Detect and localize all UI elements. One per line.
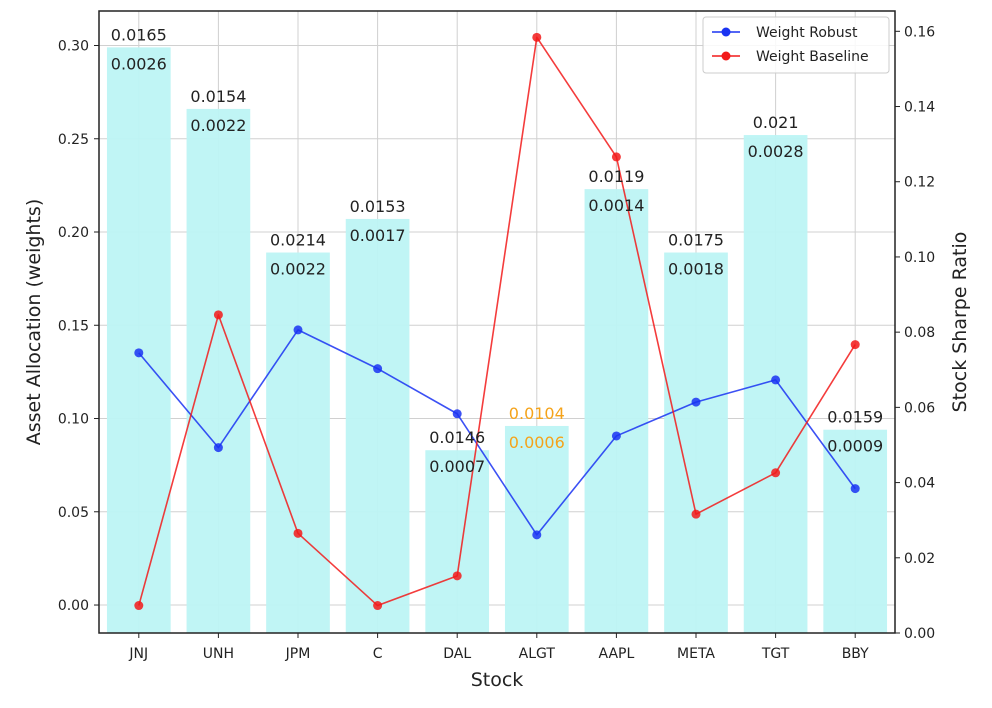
y-left-tick-label: 0.05: [58, 505, 89, 521]
marker-weight-robust: [373, 364, 383, 374]
y-left-tick-label: 0.20: [58, 225, 89, 241]
bar-label-top: 0.0214: [270, 231, 326, 250]
bar-label-bottom: 0.0028: [748, 142, 804, 161]
bar-label-top: 0.0146: [429, 428, 485, 447]
bar-label-bottom: 0.0022: [190, 116, 246, 135]
bar-dal: [425, 450, 490, 633]
marker-weight-robust: [293, 325, 303, 335]
y-left-tick-label: 0.15: [58, 318, 89, 334]
bar-label-bottom: 0.0017: [350, 226, 406, 245]
bar-label-top: 0.0154: [190, 87, 246, 106]
bars: [106, 47, 888, 634]
axis-ticks: JNJ UNH JPM C DAL ALGT AAPL META TGT BBY 0.00 0.05 0…: [58, 24, 935, 662]
marker-weight-baseline: [771, 468, 781, 478]
plot-frame: [98, 10, 896, 634]
legend-baseline-label: Weight Baseline: [756, 49, 869, 65]
x-tick-label: BBY: [842, 646, 869, 662]
y-right-tick-label: 0.06: [904, 400, 935, 416]
x-tick-label: TGT: [761, 646, 790, 662]
legend-robust-label: Weight Robust: [756, 25, 858, 41]
bar-label-top: 0.0104: [509, 404, 565, 423]
bar-label-top: 0.0175: [668, 231, 724, 250]
line-weight-robust: [138, 329, 856, 536]
marker-weight-robust: [134, 348, 144, 358]
marker-weight-baseline: [532, 32, 542, 42]
bar-aapl: [584, 189, 649, 633]
marker-weight-robust: [611, 431, 621, 441]
bar-label-bottom: 0.0009: [827, 437, 883, 456]
marker-weight-robust: [213, 443, 223, 453]
bar-unh: [186, 108, 251, 634]
bar-label-bottom: 0.0026: [111, 54, 167, 73]
marker-weight-robust: [850, 484, 860, 494]
bar-jpm: [266, 252, 330, 633]
bar-label-bottom: 0.0006: [509, 433, 565, 452]
marker-weight-robust: [691, 397, 701, 407]
series-lines: [134, 32, 860, 611]
bar-label-top: 0.0159: [827, 408, 883, 427]
y-right-tick-label: 0.00: [904, 626, 935, 642]
bar-bby: [823, 429, 888, 633]
bar-jnj: [106, 47, 171, 633]
y-left-tick-label: 0.00: [58, 598, 89, 614]
y-right-tick-label: 0.08: [904, 325, 935, 341]
bar-label-top: 0.021: [753, 113, 799, 132]
marker-weight-baseline: [452, 571, 462, 581]
y-left-tick-label: 0.25: [58, 132, 89, 148]
x-tick-label: UNH: [203, 646, 234, 662]
bar-label-bottom: 0.0007: [429, 457, 485, 476]
marker-weight-baseline: [691, 509, 701, 519]
bar-labels: 0.0165 0.0026 0.0154 0.0022 0.0214 0.0022 0.01…: [111, 25, 883, 476]
marker-weight-robust: [532, 530, 542, 540]
marker-weight-baseline: [213, 310, 223, 320]
y-axis-left-label: Asset Allocation (weights): [23, 199, 45, 445]
marker-weight-baseline: [850, 340, 860, 350]
bar-label-top: 0.0119: [588, 167, 644, 186]
legend-box: [702, 16, 890, 74]
bar-algt: [504, 425, 569, 633]
x-axis-label: Stock: [471, 669, 524, 691]
bar-label-bottom: 0.0014: [588, 196, 644, 215]
x-tick-label: META: [677, 646, 715, 662]
bar-label-top: 0.0153: [350, 197, 406, 216]
bar-label-bottom: 0.0018: [668, 260, 724, 279]
x-tick-label: ALGT: [519, 646, 556, 662]
marker-weight-robust: [452, 409, 462, 419]
legend: Weight Robust Weight Baseline: [702, 16, 890, 74]
line-weight-baseline: [138, 36, 856, 607]
x-tick-label: JPM: [285, 646, 311, 662]
legend-robust-marker: [721, 27, 731, 37]
bar-label-top: 0.0165: [111, 25, 167, 44]
y-right-tick-label: 0.04: [904, 476, 935, 492]
bar-meta: [664, 252, 728, 633]
marker-weight-robust: [771, 375, 781, 385]
bar-c: [345, 218, 410, 633]
marker-weight-baseline: [373, 601, 383, 611]
x-tick-label: C: [373, 646, 383, 662]
x-tick-label: AAPL: [599, 646, 635, 662]
y-right-tick-label: 0.02: [904, 551, 935, 567]
marker-weight-baseline: [293, 528, 303, 538]
y-right-tick-label: 0.10: [904, 250, 935, 266]
y-right-tick-label: 0.16: [904, 24, 935, 40]
legend-baseline-marker: [721, 51, 731, 61]
x-tick-label: DAL: [443, 646, 471, 662]
y-axis-right-label: Stock Sharpe Ratio: [949, 232, 971, 413]
y-left-tick-label: 0.10: [58, 412, 89, 428]
y-right-tick-label: 0.12: [904, 175, 935, 191]
y-left-tick-label: 0.30: [58, 39, 89, 55]
marker-weight-baseline: [611, 152, 621, 162]
y-right-tick-label: 0.14: [904, 100, 935, 116]
x-tick-label: JNJ: [128, 646, 148, 662]
marker-weight-baseline: [134, 601, 144, 611]
bar-label-bottom: 0.0022: [270, 260, 326, 279]
